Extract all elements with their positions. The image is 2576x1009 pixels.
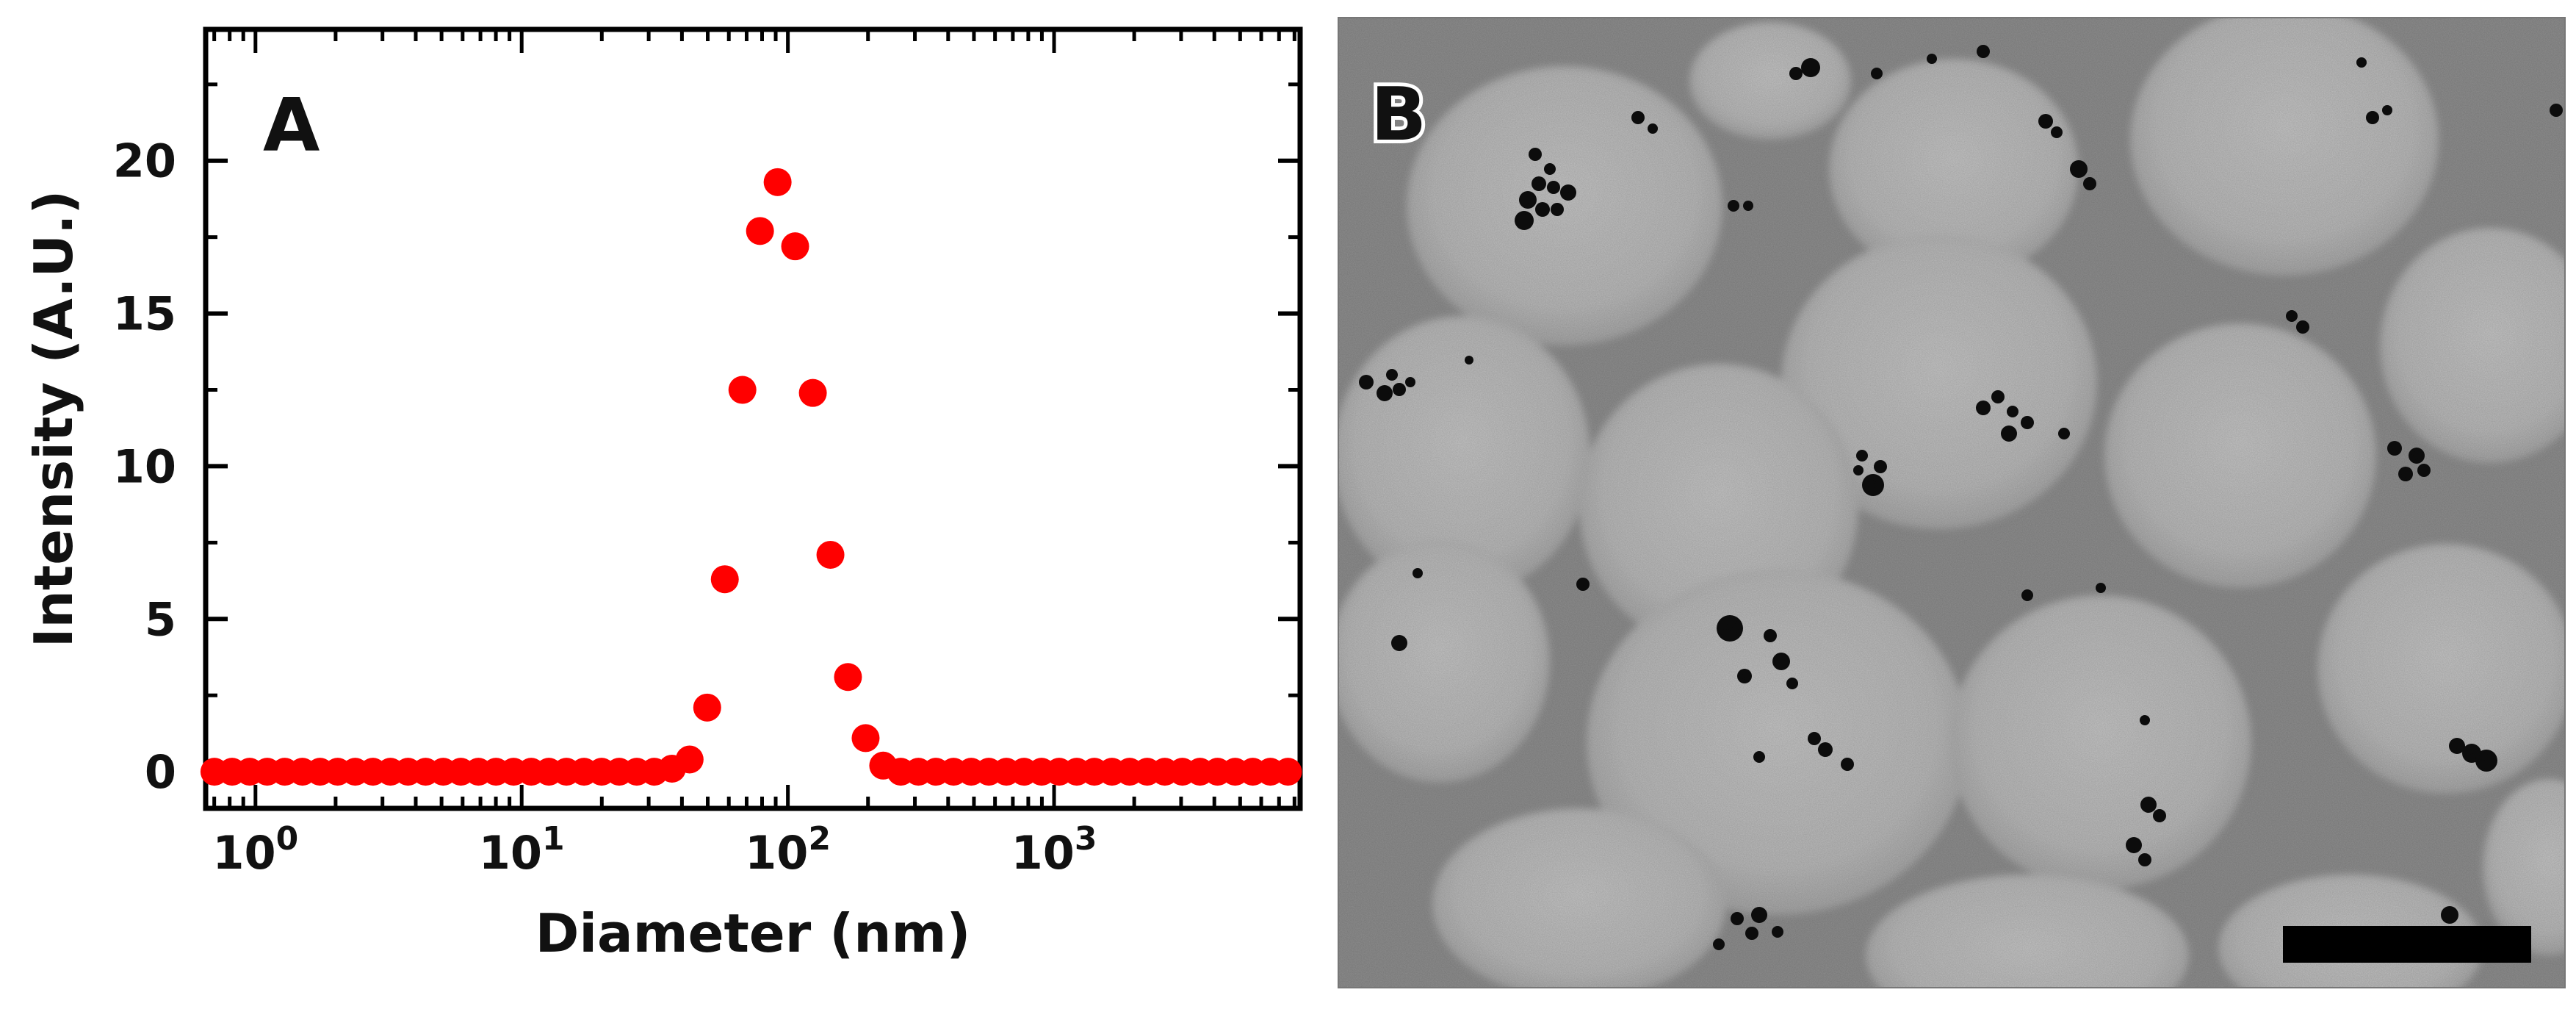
x-tick-label: 100 (212, 820, 298, 880)
data-point (710, 565, 739, 594)
x-tick-label-base: 10 (1011, 826, 1075, 880)
data-point (693, 693, 721, 722)
micrograph-border (1338, 17, 2566, 988)
panel-a-label: A (263, 82, 320, 168)
data-series-points (200, 168, 1302, 786)
plot-frame (203, 26, 1303, 811)
data-point (746, 217, 774, 245)
y-axis-title: Intensity (A.U.) (23, 190, 84, 648)
data-point (816, 540, 845, 569)
y-tick-label: 5 (145, 592, 176, 646)
x-tick-label-exponent: 0 (276, 820, 299, 858)
x-tick-label: 103 (1011, 820, 1097, 880)
panel-b-label: B (1371, 71, 1426, 157)
micrograph-grain (1338, 18, 2565, 988)
x-tick-label-base: 10 (745, 826, 808, 880)
y-tick-label: 0 (145, 745, 176, 799)
x-tick-label-exponent: 2 (808, 820, 831, 858)
data-point (675, 745, 704, 774)
panel-b-label-text: B (1371, 71, 1426, 157)
y-tick-label: 15 (113, 287, 176, 341)
data-point (798, 378, 827, 407)
data-point (1274, 758, 1302, 786)
x-axis-ticks: 100 101 102 103 (212, 29, 1296, 880)
x-axis-title: Diameter (nm) (535, 902, 971, 964)
y-axis-ticks: 0 5 10 15 20 (113, 82, 1300, 799)
x-tick-label-base: 10 (479, 826, 542, 880)
data-point (728, 376, 757, 404)
data-point (851, 724, 880, 753)
x-tick-label: 102 (745, 820, 831, 880)
x-tick-label: 101 (479, 820, 565, 880)
y-tick-label: 10 (113, 439, 176, 493)
scale-bar (2283, 926, 2531, 963)
y-tick-label: 20 (113, 134, 176, 188)
x-tick-label-exponent: 3 (1075, 820, 1097, 858)
x-tick-label-exponent: 1 (542, 820, 565, 858)
panel-b-micrograph (1338, 18, 2565, 988)
data-point (763, 168, 792, 196)
x-tick-label-base: 10 (212, 826, 275, 880)
data-point (781, 232, 809, 261)
data-point (834, 663, 862, 692)
